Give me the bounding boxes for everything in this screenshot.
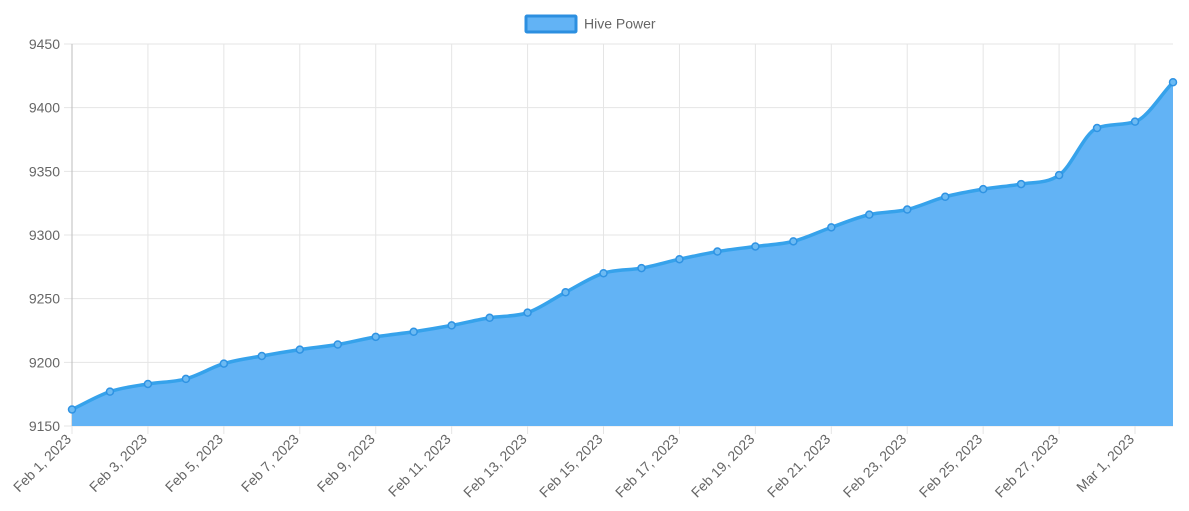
data-point[interactable]: [827, 223, 836, 232]
data-point[interactable]: [865, 210, 874, 219]
x-tick-label: Feb 7, 2023: [238, 431, 302, 495]
legend-label[interactable]: Hive Power: [584, 16, 656, 32]
legend[interactable]: Hive Power: [524, 14, 656, 34]
data-point[interactable]: [789, 237, 798, 246]
x-tick-label: Feb 19, 2023: [688, 431, 758, 501]
x-tick-label: Feb 17, 2023: [612, 431, 682, 501]
data-point[interactable]: [181, 374, 191, 384]
data-point[interactable]: [940, 192, 950, 202]
data-point[interactable]: [333, 340, 343, 349]
data-point[interactable]: [599, 268, 608, 278]
x-tick-label: Feb 23, 2023: [840, 431, 910, 501]
data-point[interactable]: [1092, 123, 1102, 133]
data-point[interactable]: [105, 387, 115, 396]
y-tick-label: 9200: [29, 354, 60, 370]
data-point[interactable]: [1054, 170, 1064, 180]
data-point[interactable]: [409, 327, 418, 337]
data-point[interactable]: [257, 351, 267, 361]
data-point[interactable]: [1130, 117, 1140, 126]
data-point[interactable]: [485, 313, 494, 323]
data-point[interactable]: [219, 359, 229, 368]
x-tick-label: Feb 25, 2023: [916, 431, 986, 501]
y-tick-label: 9300: [29, 227, 60, 243]
y-tick-label: 9450: [29, 36, 60, 52]
data-point[interactable]: [561, 288, 570, 297]
data-point[interactable]: [751, 242, 760, 251]
x-tick-label: Mar 1, 2023: [1073, 431, 1137, 495]
y-tick-label: 9350: [29, 163, 60, 179]
y-tick-label: 9400: [29, 100, 60, 116]
data-point[interactable]: [447, 321, 456, 330]
x-tick-label: Feb 15, 2023: [536, 431, 606, 501]
x-tick-label: Feb 1, 2023: [10, 431, 74, 495]
data-point[interactable]: [1016, 179, 1026, 189]
x-tick-label: Feb 21, 2023: [764, 431, 834, 501]
data-point[interactable]: [67, 405, 77, 414]
y-tick-label: 9150: [29, 418, 60, 434]
legend-swatch[interactable]: [524, 14, 578, 34]
data-point[interactable]: [295, 345, 305, 354]
x-tick-label: Feb 5, 2023: [162, 431, 226, 495]
data-point[interactable]: [1168, 77, 1178, 87]
area-layer: [71, 80, 1175, 426]
x-axis: Feb 1, 2023 Feb 3, 2023 Feb 5, 2023 Feb 7, …: [10, 431, 1137, 501]
series-area-fill: [72, 82, 1173, 426]
x-tick-label: Feb 9, 2023: [314, 431, 378, 495]
data-point[interactable]: [637, 263, 646, 273]
data-point[interactable]: [675, 254, 684, 264]
y-tick-label: 9250: [29, 291, 60, 307]
x-tick-label: Feb 11, 2023: [385, 431, 454, 500]
y-axis: 9150 9200 9250 9300 9350 9400 9450: [29, 36, 60, 434]
data-point[interactable]: [143, 379, 153, 389]
data-point[interactable]: [902, 205, 912, 214]
data-point[interactable]: [713, 247, 722, 256]
x-tick-label: Feb 13, 2023: [460, 431, 530, 501]
x-tick-label: Feb 27, 2023: [992, 431, 1062, 501]
data-point[interactable]: [523, 308, 532, 317]
points-layer: [67, 77, 1178, 414]
data-point[interactable]: [978, 184, 988, 194]
x-tick-label: Feb 3, 2023: [86, 431, 150, 495]
data-point[interactable]: [371, 332, 380, 342]
